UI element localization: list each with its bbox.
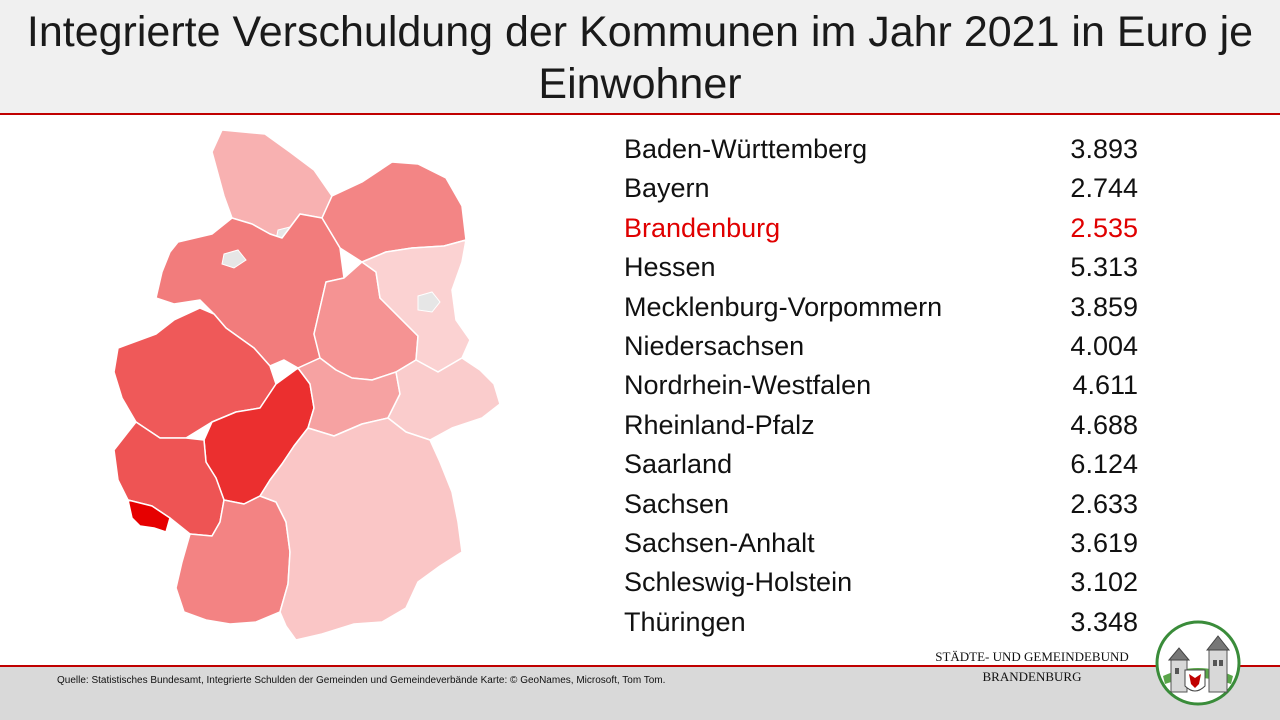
debt-value-label: 4.688 — [1070, 409, 1138, 440]
table-row: Thüringen 3.348 — [624, 603, 1144, 642]
table-row: Schleswig-Holstein 3.102 — [624, 563, 1144, 602]
state-name-label: Thüringen — [624, 606, 746, 637]
debt-value-label: 6.124 — [1070, 449, 1138, 480]
state-name-label: Rheinland-Pfalz — [624, 409, 815, 440]
table-row: Mecklenburg-Vorpommern 3.859 — [624, 288, 1144, 327]
debt-value-label: 3.102 — [1070, 567, 1138, 598]
table-row: Hessen 5.313 — [624, 248, 1144, 287]
table-row: Sachsen-Anhalt 3.619 — [624, 524, 1144, 563]
map-city-berlin — [417, 291, 441, 313]
debt-value-label: 3.859 — [1070, 291, 1138, 322]
state-name-label: Sachsen — [624, 488, 730, 519]
debt-value-label: 2.633 — [1070, 488, 1138, 519]
map-state-saarland — [127, 499, 171, 533]
state-name-label: Bayern — [624, 173, 710, 204]
data-table: Baden-Württemberg 3.893 Bayern 2.744 Branden… — [624, 130, 1144, 642]
state-name-label: Hessen — [624, 252, 716, 283]
state-name-label: Baden-Württemberg — [624, 134, 868, 164]
state-name-label: Saarland — [624, 449, 733, 480]
debt-value-label: 3.348 — [1070, 606, 1138, 637]
map-city-bremen — [221, 249, 247, 269]
table-row: Rheinland-Pfalz 4.688 — [624, 406, 1144, 445]
debt-value-label: 2.744 — [1070, 173, 1138, 204]
table-row: Brandenburg 2.535 — [624, 209, 1144, 248]
organization-name-line1: STÄDTE- UND GEMEINDEBUND — [935, 649, 1129, 664]
table-row: Saarland 6.124 — [624, 445, 1144, 484]
germany-map — [100, 122, 520, 667]
source-note: Quelle: Statistisches Bundesamt, Integri… — [57, 675, 666, 686]
page-title: Integrierte Verschuldung der Kommunen im… — [26, 8, 1254, 108]
table-row: Nordrhein-Westfalen 4.611 — [624, 366, 1144, 405]
debt-value-label: 3.893 — [1070, 134, 1138, 164]
table-row: Niedersachsen 4.004 — [624, 327, 1144, 366]
organization-name-line2: BRANDENBURG — [982, 669, 1082, 684]
debt-value-label: 3.619 — [1070, 527, 1138, 558]
map-state-brandenburg — [361, 239, 471, 373]
debt-value-label: 2.535 — [1070, 212, 1138, 243]
state-name-label: Niedersachsen — [624, 330, 805, 361]
state-name-label: Nordrhein-Westfalen — [624, 370, 872, 401]
footer-bar — [0, 665, 1280, 720]
organization-name: STÄDTE- UND GEMEINDEBUND BRANDENBURG — [912, 647, 1152, 687]
map-state-sachsen — [387, 357, 501, 441]
header-bar — [0, 0, 1280, 115]
state-name-label: Mecklenburg-Vorpommern — [624, 291, 943, 322]
state-name-label: Schleswig-Holstein — [624, 567, 853, 598]
table-row: Baden-Württemberg 3.893 — [624, 130, 1144, 169]
table-row: Sachsen 2.633 — [624, 485, 1144, 524]
debt-value-label: 5.313 — [1070, 252, 1138, 283]
debt-value-label: 4.611 — [1072, 370, 1138, 401]
debt-value-label: 4.004 — [1070, 330, 1138, 361]
state-name-label: Brandenburg — [624, 212, 781, 243]
map-state-bayern — [259, 417, 463, 641]
coat-of-arms-logo-icon — [1155, 620, 1241, 706]
table-row: Bayern 2.744 — [624, 169, 1144, 208]
state-name-label: Sachsen-Anhalt — [624, 527, 815, 558]
